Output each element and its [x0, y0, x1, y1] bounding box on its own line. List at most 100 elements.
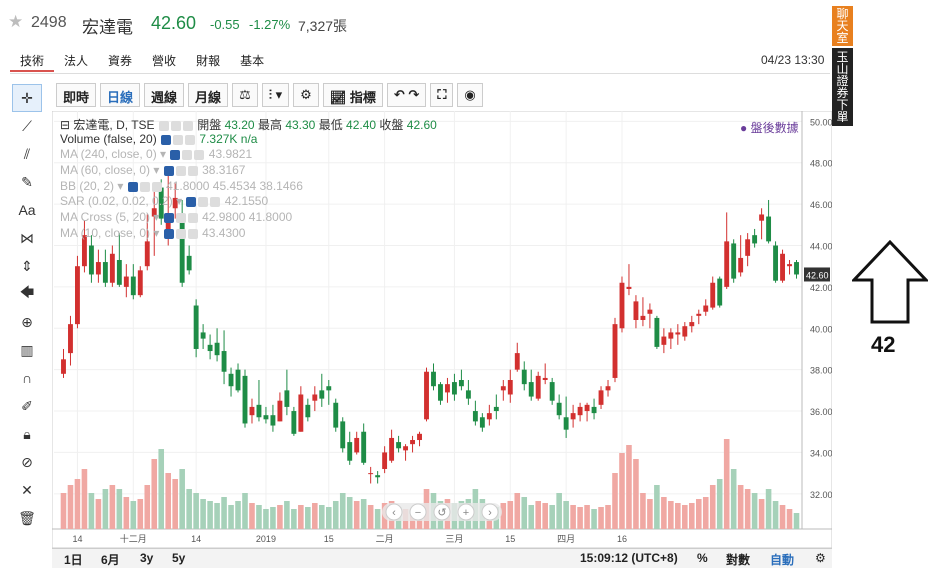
- bottom-settings-icon[interactable]: ⚙: [815, 551, 826, 565]
- brush-icon[interactable]: ✎: [21, 173, 33, 190]
- undo-redo-icon[interactable]: ↶ ↷: [386, 83, 427, 107]
- price-change-pct: -1.27%: [249, 17, 291, 32]
- chart-nav-button[interactable]: [409, 503, 427, 521]
- measure-tool-icon[interactable]: ⇕: [21, 257, 33, 274]
- volume-bar: [137, 499, 144, 529]
- legend-main: ⊟ 宏達電, D, TSE 開盤 43.20 最高 43.30 最低 42.40…: [60, 116, 437, 132]
- candle-body: [724, 241, 730, 287]
- candle-body: [773, 245, 779, 281]
- volume-bar: [74, 479, 81, 529]
- compare-icon[interactable]: ⚖: [232, 83, 258, 107]
- fib-tool-icon[interactable]: ⫽: [23, 145, 31, 162]
- candle-body: [626, 286, 632, 289]
- auto-toggle[interactable]: 自動: [770, 553, 795, 567]
- x-tick-label: 十二月: [120, 533, 147, 544]
- volume-bar: [193, 493, 199, 529]
- indicators-button[interactable]: 📈︎ 指標: [322, 83, 383, 107]
- candle-body: [577, 406, 583, 416]
- candle-body: [326, 386, 332, 391]
- volume-bar: [165, 473, 171, 529]
- tab-margin[interactable]: 資券: [108, 54, 133, 68]
- after-hours-link[interactable]: ● 盤後數據: [740, 121, 799, 135]
- volume-bar: [535, 501, 541, 529]
- candle-body: [703, 305, 709, 312]
- chart-legend: ⊟ 宏達電, D, TSE 開盤 43.20 最高 43.30 最低 42.40…: [60, 116, 437, 242]
- chart-nav-button[interactable]: [481, 503, 499, 521]
- up-arrow-annotation-icon: [852, 240, 928, 324]
- volume-bar: [577, 507, 583, 529]
- last-price-tag: [804, 267, 830, 282]
- hide-icon[interactable]: ⊘: [21, 453, 33, 470]
- price-chart[interactable]: 32.00 34.00 36.00 38.00 40.00 42.00 44.00 46.00…: [52, 111, 832, 548]
- volume-bar: [640, 493, 646, 529]
- range-3y[interactable]: 3y: [140, 551, 154, 565]
- y-tick-label: 48.00: [810, 159, 832, 169]
- tab-institutional[interactable]: 法人: [64, 54, 89, 68]
- fullscreen-icon[interactable]: ⛶: [430, 83, 454, 107]
- text-tool-icon[interactable]: Aa: [18, 202, 36, 218]
- percent-toggle[interactable]: %: [697, 551, 708, 565]
- tab-revenue[interactable]: 營收: [152, 54, 177, 68]
- log-toggle[interactable]: 對數: [726, 553, 751, 567]
- favorite-star-icon[interactable]: ★: [8, 12, 24, 31]
- candle-body: [717, 278, 723, 306]
- legend-close-label: 收盤: [379, 118, 404, 132]
- candle-body: [472, 411, 478, 422]
- camera-icon[interactable]: ◉: [457, 83, 483, 107]
- candle-body: [710, 282, 716, 308]
- tools-icon[interactable]: ✕: [21, 481, 33, 498]
- candle-body: [144, 241, 150, 267]
- volume-bar: [291, 509, 297, 529]
- volume-bar: [500, 503, 507, 529]
- candle-body: [549, 382, 555, 401]
- candle-style-icon[interactable]: ⫶ ▾: [261, 83, 290, 107]
- arrow-left-icon[interactable]: 🡄: [19, 284, 35, 300]
- chat-room-tab[interactable]: 聊天室: [832, 6, 853, 46]
- stock-code: 2498: [31, 14, 67, 31]
- trendline-icon[interactable]: ⟋: [22, 117, 32, 134]
- chart-nav-button[interactable]: [433, 503, 451, 521]
- magnet-icon[interactable]: ∩: [21, 370, 33, 386]
- intraday-button[interactable]: 即時: [56, 83, 97, 107]
- candle-body: [151, 208, 157, 217]
- chart-nav-button[interactable]: [385, 503, 403, 521]
- tab-basic[interactable]: 基本: [240, 54, 265, 68]
- tab-technical[interactable]: 技術: [10, 50, 55, 72]
- legend-low-label: 最低: [318, 118, 343, 132]
- monthly-button[interactable]: 月線: [188, 83, 229, 107]
- candle-body: [193, 305, 199, 349]
- legend-close: 42.60: [406, 118, 437, 132]
- settings-gear-icon[interactable]: ⚙: [293, 83, 319, 107]
- candle-body: [787, 264, 792, 267]
- ruler-icon[interactable]: ▥: [20, 341, 34, 358]
- candle-body: [375, 475, 381, 478]
- candle-body: [186, 255, 192, 271]
- range-5y[interactable]: 5y: [172, 551, 186, 565]
- volume-bar: [200, 499, 206, 529]
- broker-order-tab[interactable]: 玉山證券下單: [832, 48, 853, 126]
- candle-body: [458, 380, 464, 387]
- lock-icon[interactable]: 🔒︎: [23, 425, 31, 442]
- trash-icon[interactable]: 🗑︎: [18, 509, 36, 526]
- chart-nav-button[interactable]: [457, 503, 475, 521]
- candle-body: [61, 359, 66, 374]
- candle-body: [640, 315, 646, 320]
- zoom-in-icon[interactable]: ⊕: [21, 313, 33, 330]
- x-tick-label: 15: [505, 534, 515, 544]
- collapse-icon[interactable]: ⊟: [60, 118, 71, 132]
- daily-button[interactable]: 日線: [100, 83, 141, 107]
- pattern-tool-icon[interactable]: ⋈: [20, 229, 34, 246]
- crosshair-icon[interactable]: ✛: [12, 84, 42, 112]
- tab-financials[interactable]: 財報: [196, 54, 221, 68]
- volume-bar: [605, 505, 611, 529]
- candle-body: [731, 243, 737, 279]
- range-6m[interactable]: 6月: [101, 553, 120, 567]
- volume-bar: [263, 509, 269, 529]
- weekly-button[interactable]: 週線: [144, 83, 185, 107]
- legend-open: 43.20: [224, 118, 255, 132]
- range-1d[interactable]: 1日: [64, 553, 83, 567]
- candle-body: [675, 332, 681, 335]
- candle-body: [563, 417, 569, 430]
- volume-bar: [772, 501, 779, 529]
- pencil-lock-icon[interactable]: ✐: [21, 397, 33, 414]
